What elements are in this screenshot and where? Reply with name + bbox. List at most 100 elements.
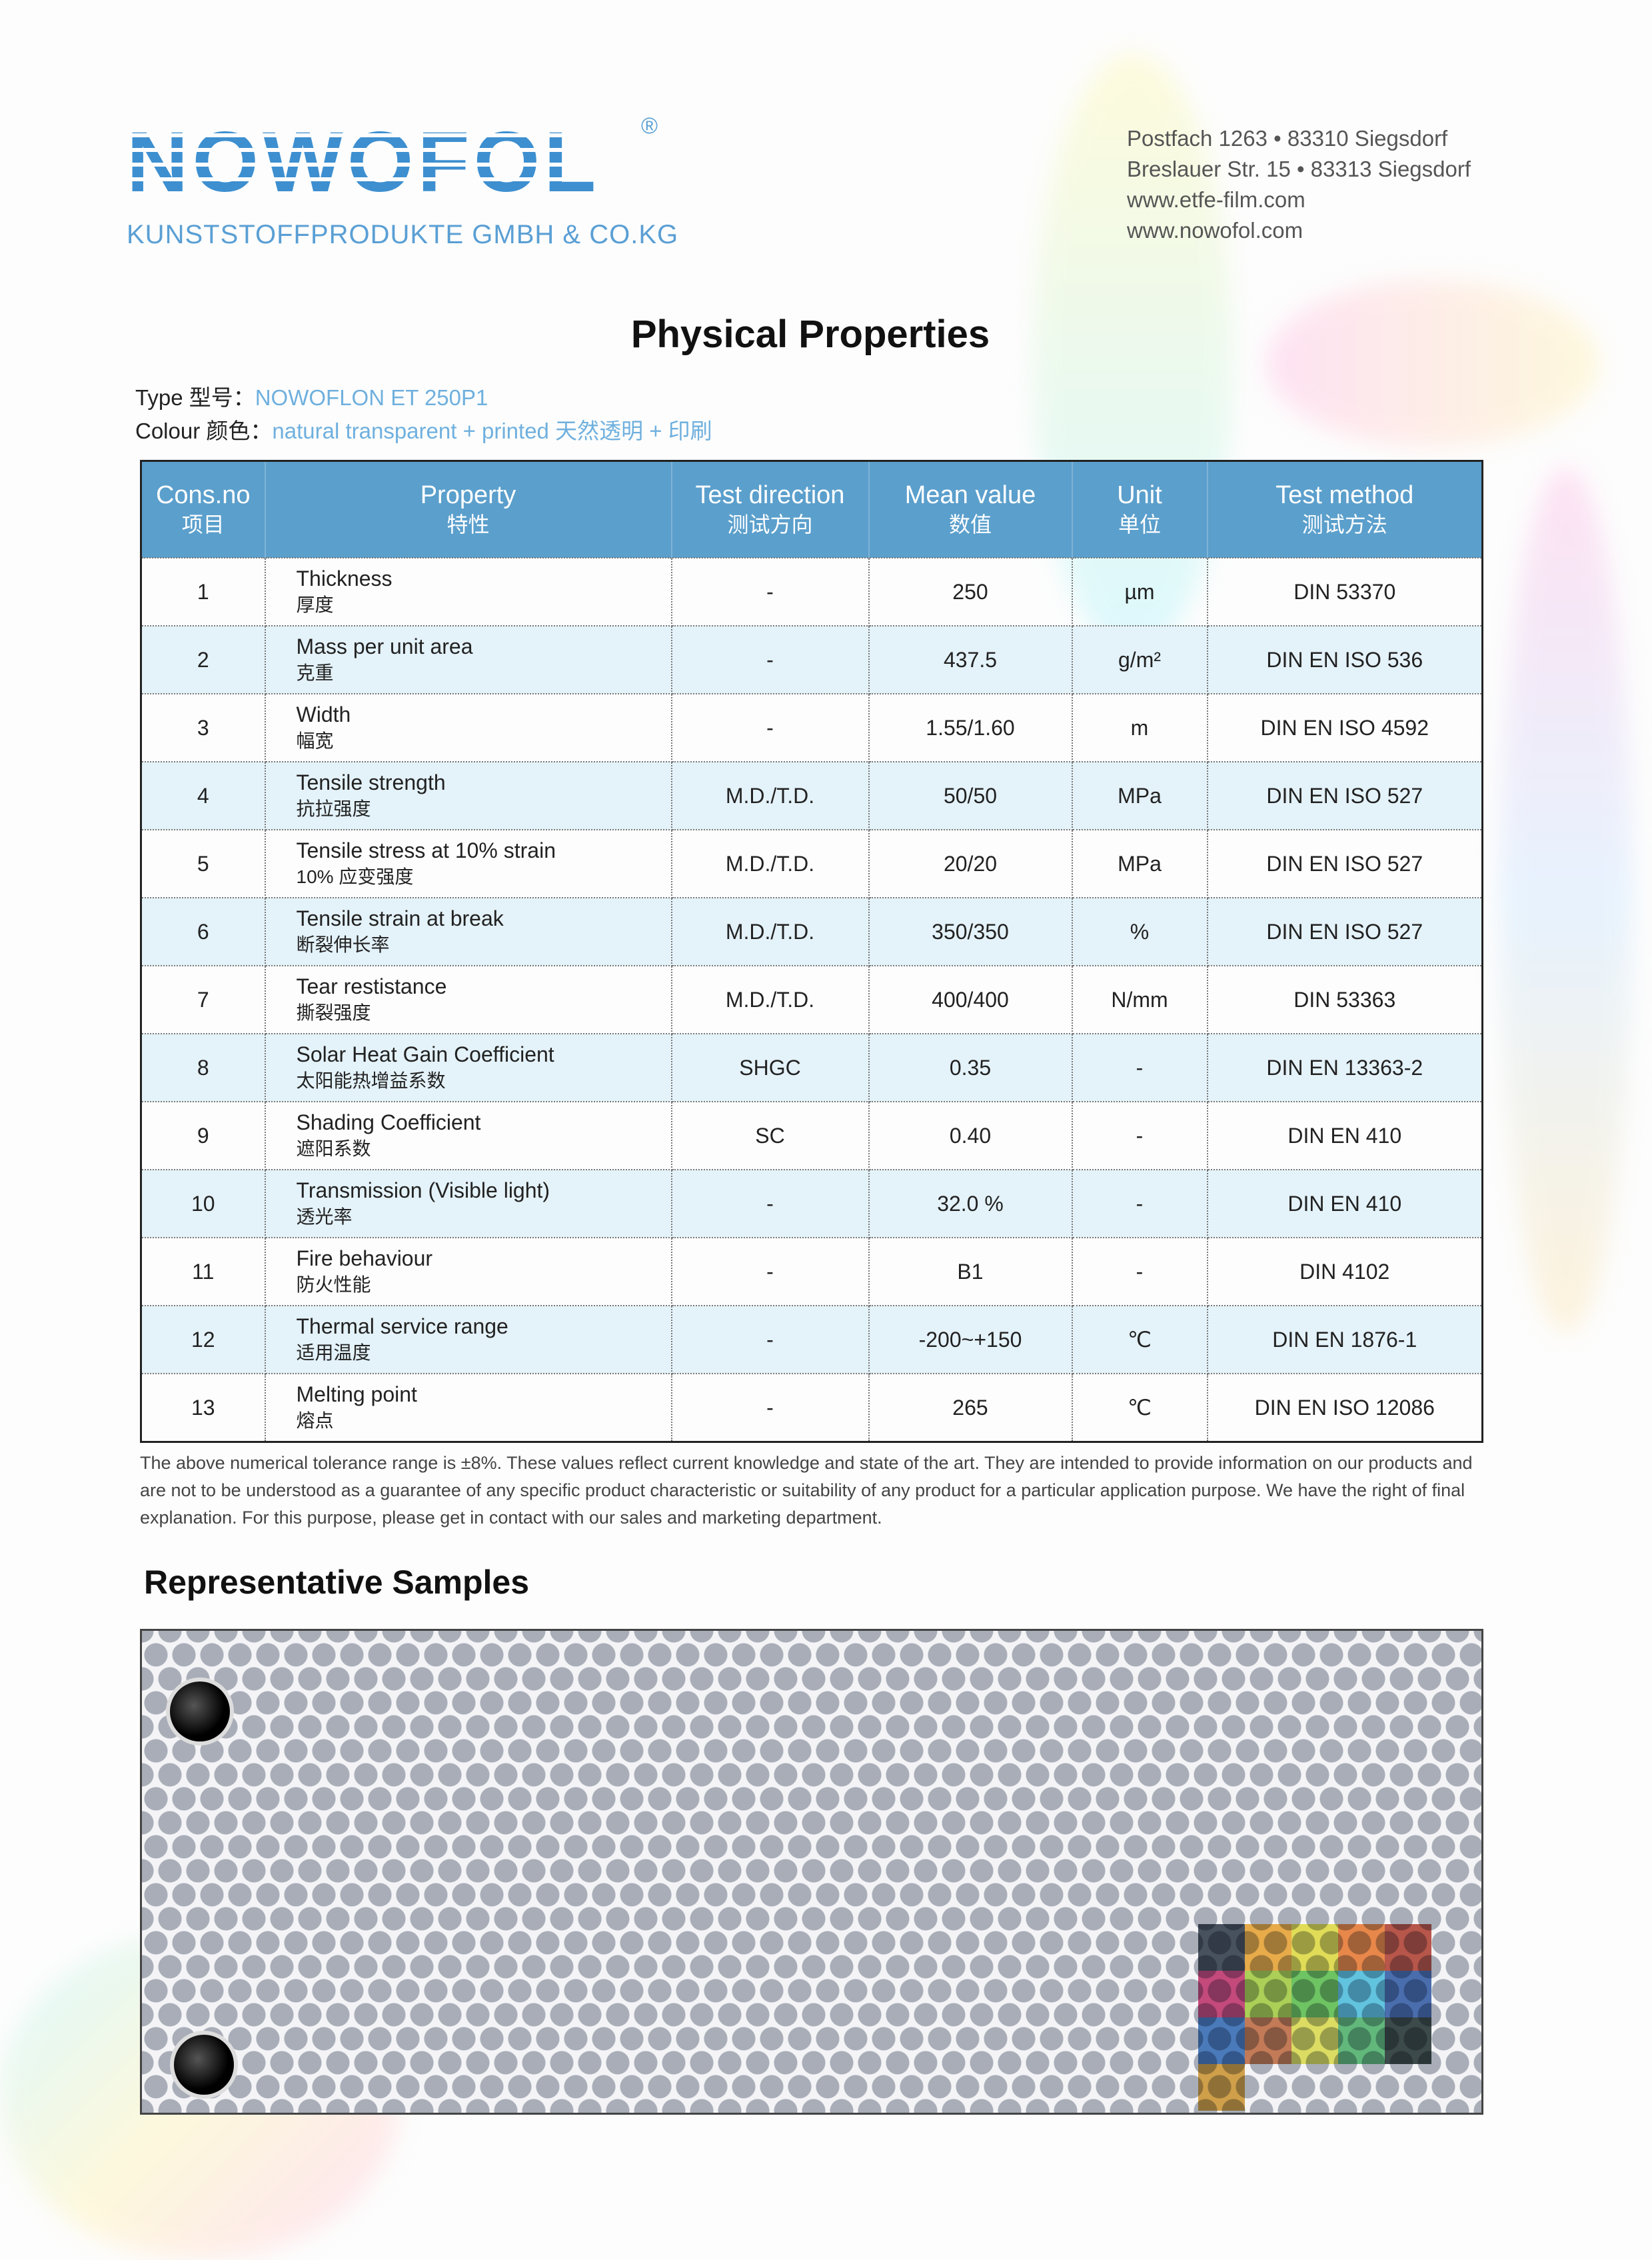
- column-header-en: Test direction: [695, 481, 845, 509]
- test-method-cell: DIN EN 410: [1206, 1101, 1483, 1170]
- punch-hole: [170, 2031, 238, 2099]
- property-zh: 断裂伸长率: [296, 934, 390, 955]
- color-swatch: [1198, 1971, 1245, 2017]
- unit-cell: MPa: [1071, 829, 1208, 898]
- test-method-cell: DIN EN ISO 536: [1206, 625, 1483, 694]
- test-direction-cell: M.D./T.D.: [670, 761, 870, 830]
- test-method-cell: DIN EN ISO 527: [1206, 829, 1483, 898]
- property-zh: 透光率: [296, 1206, 353, 1227]
- samples-heading: Representative Samples: [144, 1564, 530, 1601]
- test-method-cell: DIN 4102: [1206, 1237, 1483, 1306]
- property-cell: Tensile strength 抗拉强度: [264, 761, 672, 830]
- company-name: KUNSTSTOFFPRODUKTE GMBH & CO.KG: [127, 220, 679, 249]
- colour-label: Colour 颜色：: [135, 419, 273, 443]
- test-direction-cell: M.D./T.D.: [670, 897, 870, 966]
- test-method-cell: DIN EN 410: [1206, 1169, 1483, 1238]
- column-header: Property 特性: [265, 461, 672, 558]
- type-label: Type 型号：: [135, 385, 255, 410]
- properties-table: Cons.no 项目 Property 特性 Test direction 测试方向 Mea…: [140, 460, 1483, 1443]
- cons-no-cell: 2: [140, 625, 266, 694]
- property-zh: 适用温度: [296, 1342, 371, 1363]
- test-direction-cell: SC: [670, 1101, 870, 1170]
- unit-cell: %: [1071, 897, 1208, 966]
- cons-no-cell: 12: [140, 1305, 266, 1374]
- color-swatch: [1198, 2064, 1245, 2111]
- property-zh: 抗拉强度: [296, 798, 371, 819]
- color-swatch: [1291, 2017, 1338, 2064]
- cons-no-cell: 1: [140, 557, 266, 626]
- colour-value: natural transparent + printed 天然透明 + 印刷: [272, 419, 712, 443]
- mean-value-cell: 265: [868, 1373, 1073, 1443]
- mean-value-cell: B1: [868, 1237, 1073, 1306]
- column-header-en: Test method: [1275, 481, 1414, 509]
- cons-no-cell: 8: [140, 1033, 266, 1102]
- test-method-cell: DIN EN 13363-2: [1206, 1033, 1483, 1102]
- property-en: Shading Coefficient: [296, 1110, 481, 1134]
- property-cell: Width 幅宽: [264, 693, 672, 762]
- column-header-zh: 单位: [1118, 512, 1161, 537]
- type-line: Type 型号：NOWOFLON ET 250P1: [135, 380, 488, 412]
- table-row: 4 Tensile strength 抗拉强度 M.D./T.D. 50/50 MPa DI…: [140, 761, 1483, 830]
- website-link[interactable]: www.etfe-film.com: [1127, 187, 1305, 212]
- color-swatch: [1385, 2017, 1431, 2064]
- column-header-zh: 数值: [948, 512, 992, 537]
- column-header: Cons.no 项目: [141, 461, 266, 558]
- test-method-cell: DIN 53370: [1206, 557, 1483, 626]
- property-zh: 厚度: [296, 594, 334, 615]
- property-zh: 撕裂强度: [296, 1002, 371, 1023]
- test-direction-cell: M.D./T.D.: [670, 965, 870, 1034]
- table-row: 2 Mass per unit area 克重 -437.5 g/m² DIN EN IS…: [140, 625, 1483, 694]
- table-header-row: Cons.no 项目 Property 特性 Test direction 测试方向 Mea…: [141, 461, 1483, 558]
- property-zh: 防火性能: [296, 1274, 371, 1295]
- logo-text: NOWOFOL: [127, 120, 643, 205]
- column-header-en: Unit: [1117, 481, 1162, 509]
- property-en: Solar Heat Gain Coefficient: [296, 1042, 554, 1066]
- cons-no-cell: 3: [140, 693, 266, 762]
- column-header-zh: 项目: [181, 512, 225, 537]
- property-zh: 幅宽: [296, 730, 334, 751]
- table-row: 8 Solar Heat Gain Coefficient 太阳能热增益系数 SHGC…: [140, 1033, 1483, 1102]
- test-direction-cell: -: [670, 1373, 870, 1443]
- unit-cell: N/mm: [1071, 965, 1208, 1034]
- nowofol-logo: NOWOFOL: [127, 120, 643, 205]
- table-row: 5 Tensile stress at 10% strain 10% 应变强度 M.D…: [140, 829, 1483, 898]
- column-header: Mean value 数值: [868, 461, 1073, 558]
- table-row: 3 Width 幅宽 -1.55/1.60 m DIN EN ISO 4592: [140, 693, 1483, 762]
- mean-value-cell: 250: [868, 557, 1073, 626]
- mean-value-cell: 20/20: [868, 829, 1073, 898]
- property-cell: Transmission (Visible light) 透光率: [264, 1169, 672, 1238]
- table-row: 10 Transmission (Visible light) 透光率 -32.0 %…: [140, 1169, 1483, 1238]
- table-row: 7 Tear restistance 撕裂强度 M.D./T.D. 400/400 N/m…: [140, 965, 1483, 1034]
- test-direction-cell: -: [670, 1305, 870, 1374]
- cons-no-cell: 10: [140, 1169, 266, 1238]
- address-line: Breslauer Str. 15 • 83313 Siegsdorf: [1127, 157, 1471, 181]
- column-header: Test method 测试方法: [1207, 461, 1483, 558]
- test-direction-cell: -: [670, 557, 870, 626]
- test-method-cell: DIN EN ISO 4592: [1206, 693, 1483, 762]
- test-method-cell: DIN EN ISO 12086: [1206, 1373, 1483, 1443]
- unit-cell: -: [1071, 1237, 1208, 1306]
- property-en: Tear restistance: [296, 974, 447, 998]
- mean-value-cell: -200~+150: [868, 1305, 1073, 1374]
- column-header: Unit 单位: [1072, 461, 1208, 558]
- property-cell: Mass per unit area 克重: [264, 625, 672, 694]
- color-swatch: [1245, 1971, 1291, 2017]
- color-swatch: [1198, 2017, 1245, 2064]
- color-swatch: [1338, 1971, 1385, 2017]
- address-line: Postfach 1263 • 83310 Siegsdorf: [1127, 126, 1448, 151]
- color-swatch: [1385, 1971, 1431, 2017]
- table-row: 6 Tensile strain at break 断裂伸长率 M.D./T.D. 35…: [140, 897, 1483, 966]
- color-swatch: [1291, 1924, 1338, 1971]
- column-header-zh: 测试方向: [727, 512, 813, 537]
- property-cell: Thickness 厚度: [264, 557, 672, 626]
- website-link[interactable]: www.nowofol.com: [1127, 218, 1303, 243]
- decorative-swirl: [1266, 280, 1599, 447]
- color-swatch: [1198, 1924, 1245, 1971]
- cons-no-cell: 13: [140, 1373, 266, 1443]
- color-swatch: [1245, 1924, 1291, 1971]
- test-direction-cell: -: [670, 1237, 870, 1306]
- unit-cell: µm: [1071, 557, 1208, 626]
- mean-value-cell: 1.55/1.60: [868, 693, 1073, 762]
- cons-no-cell: 4: [140, 761, 266, 830]
- mean-value-cell: 400/400: [868, 965, 1073, 1034]
